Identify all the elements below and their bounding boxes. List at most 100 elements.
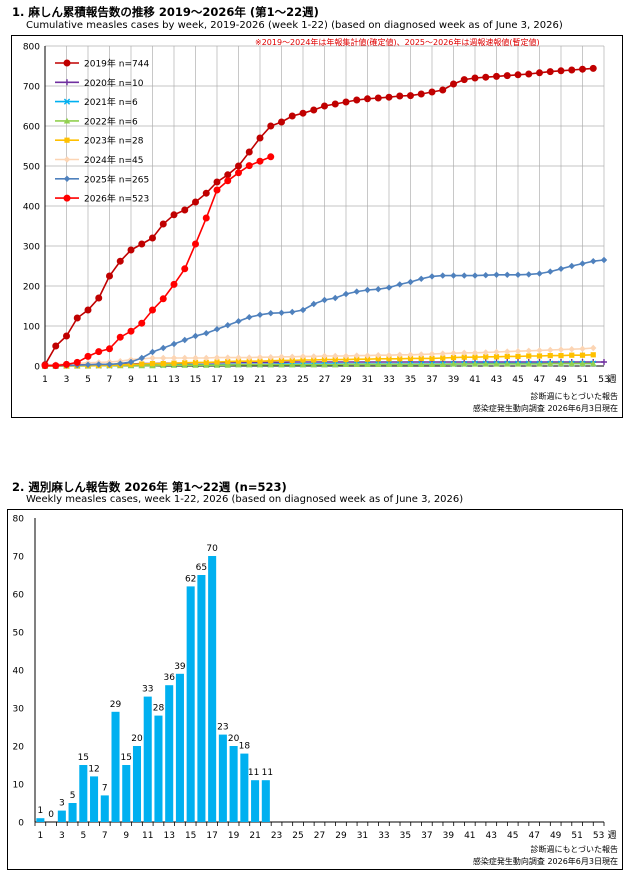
data-point (170, 340, 178, 348)
data-point (181, 336, 188, 344)
bar (90, 776, 99, 822)
data-point (256, 361, 264, 368)
data-point (514, 71, 522, 79)
data-point (182, 360, 188, 366)
bar (251, 780, 260, 822)
data-point (224, 177, 232, 185)
y-tick-label: 400 (23, 203, 40, 213)
data-point (526, 353, 532, 359)
data-point (439, 86, 447, 94)
data-point (407, 361, 414, 367)
y-tick-label: 600 (23, 123, 40, 133)
legend-marker (63, 175, 71, 182)
bar (165, 685, 174, 822)
data-point (203, 359, 209, 365)
x-tick-label: 9 (128, 375, 134, 385)
legend-marker (63, 117, 71, 124)
data-point (84, 361, 92, 368)
data-point (213, 186, 221, 194)
data-point (289, 308, 296, 316)
chart1-subtitle: Cumulative measles cases by week, 2019-2… (26, 20, 563, 31)
data-point (192, 359, 199, 365)
data-point (203, 330, 210, 337)
data-point (525, 271, 532, 278)
x-tick-label: 53 (598, 375, 609, 385)
data-point (557, 67, 565, 75)
chart2-source-1: 診断週にもとづいた報告 (530, 845, 618, 854)
data-point (493, 348, 500, 356)
data-point (396, 361, 403, 367)
x-tick-label: 11 (142, 831, 153, 841)
data-point (536, 360, 543, 367)
data-point (493, 271, 500, 278)
bar-value-label: 28 (153, 704, 165, 714)
data-point (160, 361, 166, 367)
data-point (428, 88, 436, 96)
data-point (461, 272, 468, 279)
bar-value-label: 36 (163, 673, 175, 683)
series-line (44, 67, 594, 366)
data-point (546, 68, 554, 76)
data-point (149, 354, 156, 362)
data-point (440, 355, 446, 361)
data-point (246, 354, 253, 361)
data-point (267, 122, 275, 130)
data-point (536, 69, 543, 77)
x-tick-label: 23 (271, 831, 282, 841)
x-tick-label: 39 (443, 831, 455, 841)
data-point (278, 357, 285, 363)
data-point (289, 357, 295, 363)
data-point (192, 332, 199, 340)
legend-marker (64, 79, 70, 86)
data-point (428, 361, 436, 367)
data-point (299, 353, 307, 360)
data-point (246, 361, 253, 368)
x-tick-label: 31 (362, 375, 373, 385)
bar (68, 803, 77, 822)
data-point (95, 361, 102, 368)
x-tick-label: 7 (107, 375, 113, 385)
data-point (127, 246, 135, 254)
data-point (504, 348, 511, 355)
legend: 2019年 n=744 2020年 n=10 2021年 n=6 2022年 n=6 2… (55, 58, 149, 205)
data-point (116, 257, 124, 265)
data-point (579, 345, 586, 352)
bar (36, 818, 45, 822)
x-tick-label: 19 (228, 831, 240, 841)
x-tick-label: 27 (314, 831, 325, 841)
data-point (374, 94, 382, 102)
y-tick-label: 10 (13, 781, 25, 791)
y-tick-label: 500 (23, 163, 40, 173)
data-point (95, 348, 103, 356)
data-point (547, 346, 554, 354)
bar (122, 765, 131, 822)
data-point (590, 258, 597, 265)
data-point (504, 271, 511, 278)
data-point (41, 362, 49, 370)
data-point (385, 284, 393, 291)
data-point (418, 355, 424, 361)
data-point (407, 355, 414, 361)
bar (240, 753, 249, 822)
legend-label: 2020年 n=10 (84, 77, 144, 89)
bar (79, 765, 88, 822)
data-point (235, 354, 242, 361)
data-point (536, 353, 543, 359)
bar (111, 711, 120, 822)
x-tick-label: 15 (185, 831, 196, 841)
data-point (149, 234, 156, 242)
data-point (471, 74, 479, 82)
bar-value-label: 33 (142, 685, 153, 695)
x-tick-label: 33 (378, 831, 389, 841)
data-point (159, 220, 167, 228)
y-tick-label: 30 (13, 705, 25, 715)
legend-marker (63, 59, 71, 67)
bar-value-label: 5 (70, 791, 76, 801)
legend-marker (63, 156, 71, 163)
data-point (579, 65, 586, 73)
data-point (224, 322, 231, 329)
data-point (300, 357, 306, 363)
data-point (514, 348, 522, 355)
series-line (45, 156, 272, 367)
data-point (310, 353, 317, 360)
